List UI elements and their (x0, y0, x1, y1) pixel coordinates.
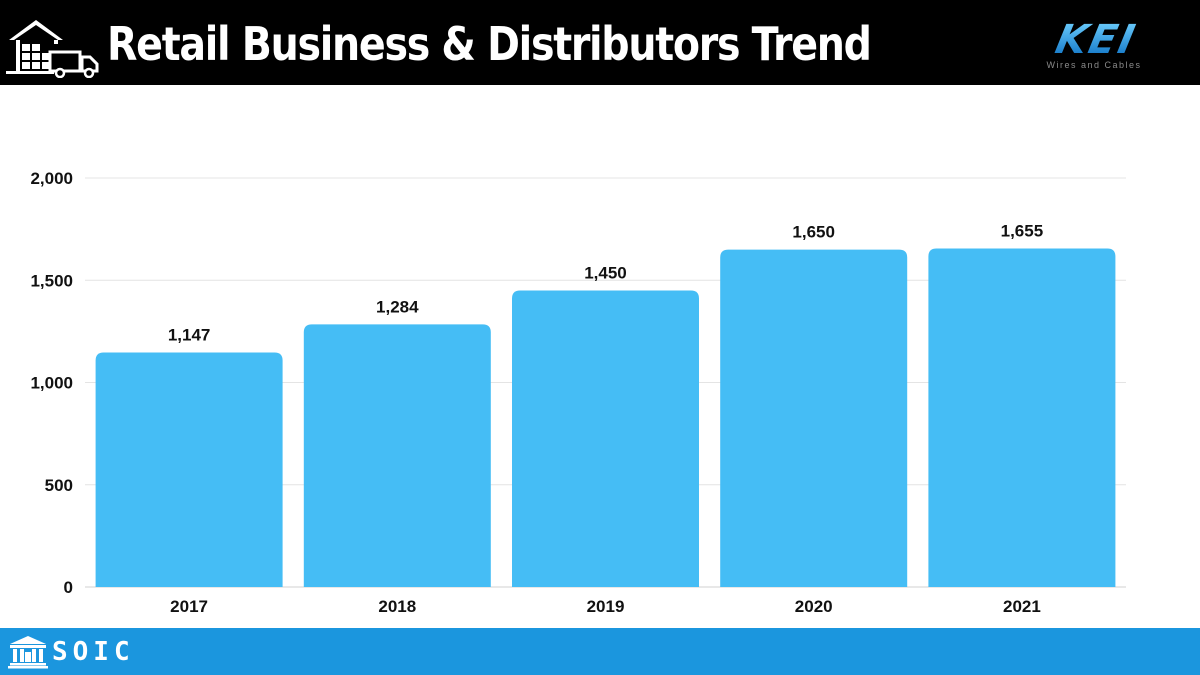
x-tick-label: 2017 (170, 597, 208, 616)
bar (95, 352, 283, 587)
page-title: Retail Business & Distributors Trend (107, 17, 872, 71)
data-label: 1,450 (584, 263, 627, 282)
footer-brand-text: SOIC (52, 637, 135, 667)
data-label: 1,284 (376, 297, 419, 316)
bar-chart: 0 500 1,000 1,500 2,000 1,147 2017 1,284 2018 1,4… (0, 85, 1200, 628)
y-tick-label: 2,000 (30, 169, 73, 188)
brand-logo: KEI Wires and Cables (1026, 17, 1160, 76)
y-tick-label: 1,000 (30, 374, 73, 393)
bar (720, 249, 908, 587)
bar-chart-svg: 0 500 1,000 1,500 2,000 1,147 2017 1,284 2018 1,4… (30, 169, 1126, 616)
footer-bar: SOIC (0, 628, 1200, 675)
bar (928, 248, 1116, 588)
y-tick-label: 500 (45, 476, 73, 495)
x-tick-label: 2021 (1003, 597, 1041, 616)
brand-logo-wordmark: KEI (1028, 17, 1165, 63)
data-label: 1,650 (792, 223, 835, 242)
data-label: 1,147 (168, 325, 211, 344)
y-tick-label: 0 (64, 578, 73, 597)
x-tick-label: 2018 (378, 597, 416, 616)
warehouse-truck-icon (6, 20, 99, 78)
data-label: 1,655 (1001, 222, 1044, 241)
institution-building-icon (8, 636, 48, 669)
bar (512, 290, 699, 587)
header-bar: Retail Business & Distributors Trend KEI… (0, 0, 1200, 85)
y-tick-label: 1,500 (30, 271, 73, 290)
x-tick-label: 2019 (587, 597, 625, 616)
brand-logo-tagline: Wires and Cables (1046, 60, 1142, 70)
x-tick-label: 2020 (795, 597, 833, 616)
bar (303, 324, 491, 587)
